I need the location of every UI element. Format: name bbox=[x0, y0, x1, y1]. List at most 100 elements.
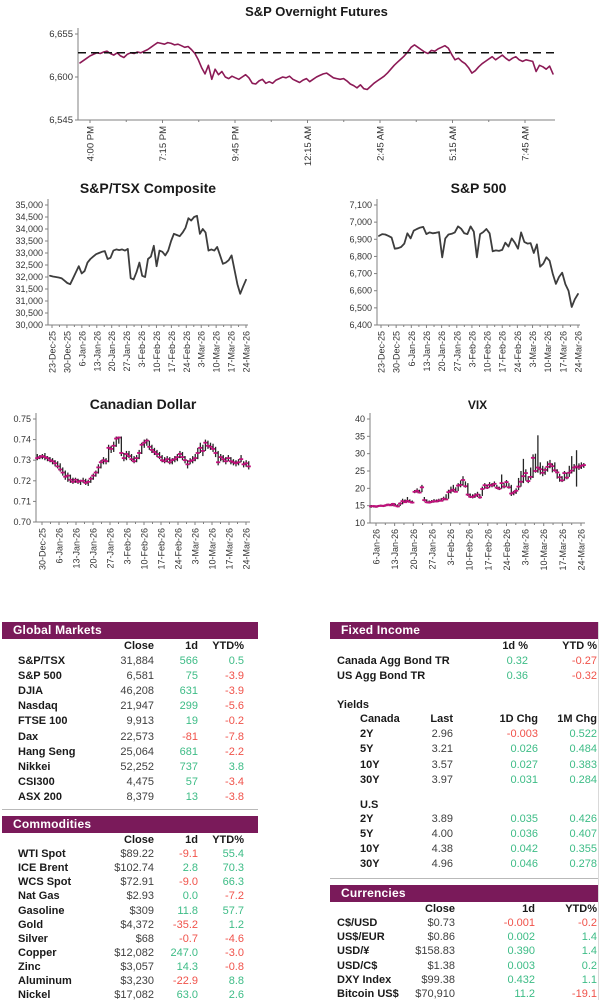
svg-text:12:15 AM: 12:15 AM bbox=[303, 126, 314, 166]
header-blank bbox=[18, 639, 102, 654]
header-close: Close bbox=[124, 640, 154, 652]
value-ytd: 55.4 bbox=[222, 848, 244, 861]
row-label: DXY Index bbox=[337, 973, 392, 986]
value-close: 9,913 bbox=[126, 715, 154, 728]
value-close: $102.74 bbox=[114, 862, 154, 875]
header-blank bbox=[337, 639, 457, 654]
svg-text:10-Feb-26: 10-Feb-26 bbox=[465, 529, 475, 571]
value-ytd: 8.8 bbox=[228, 974, 244, 987]
table-row: Nikkei 52,252 737 3.8 bbox=[2, 760, 258, 775]
value-ytd: -0.2 bbox=[578, 917, 597, 930]
fi-column-headers: 1d % YTD % bbox=[330, 639, 598, 654]
yield-row: 2Y 3.89 0.035 0.426 bbox=[330, 812, 598, 827]
table-row: US$/EUR $0.86 0.002 1.4 bbox=[330, 930, 598, 944]
value-ytd: 0.5 bbox=[228, 655, 244, 668]
header-blank bbox=[337, 902, 402, 916]
svg-text:10-Mar-26: 10-Mar-26 bbox=[212, 331, 222, 373]
tenor-label: 10Y bbox=[360, 758, 380, 771]
table-row: CSI300 4,475 57 -3.4 bbox=[2, 775, 258, 790]
value-1d: -22.9 bbox=[172, 974, 198, 987]
table-row: WCS Spot $72.91 -9.0 66.3 bbox=[2, 875, 258, 889]
value-1d-chg: 0.026 bbox=[510, 743, 538, 756]
value-ytd: -0.2 bbox=[225, 715, 244, 728]
value-1d: 0.432 bbox=[507, 973, 535, 986]
row-label: Dax bbox=[18, 730, 39, 743]
value-close: $17,082 bbox=[114, 989, 154, 1000]
row-label: Zinc bbox=[18, 960, 41, 973]
row-label: Nickel bbox=[18, 989, 51, 1000]
value-close: 22,573 bbox=[120, 730, 154, 743]
svg-text:3-Mar-26: 3-Mar-26 bbox=[191, 528, 201, 565]
value-last: 4.96 bbox=[431, 858, 453, 871]
header-last: Last bbox=[430, 713, 453, 726]
commodities-body: Close 1d YTD% WTI Spot $89.22 -9.1 55.4 ICE Bre… bbox=[2, 833, 258, 1000]
svg-text:6,600: 6,600 bbox=[349, 286, 372, 296]
sp-overnight-futures-chart: S&P Overnight Futures 6,545 6,600 6,655 4:00… bbox=[49, 4, 555, 166]
chart-row-fx-vol: Canadian Dollar 0.70 0.71 0.72 0.73 0.74 0.75 3… bbox=[0, 395, 600, 623]
value-close: 6,581 bbox=[126, 670, 154, 683]
value-ytd: 70.3 bbox=[222, 862, 244, 875]
svg-text:20-Jan-26: 20-Jan-26 bbox=[437, 331, 447, 372]
header-1d: 1d bbox=[185, 640, 198, 652]
column-headers: Close 1d YTD% bbox=[2, 639, 258, 654]
yield-row: 30Y 3.97 0.031 0.284 bbox=[330, 773, 598, 788]
svg-text:23-Dec-25: 23-Dec-25 bbox=[48, 331, 58, 373]
yields-label: Yields bbox=[337, 699, 369, 712]
svg-text:15: 15 bbox=[355, 501, 365, 511]
svg-text:33,000: 33,000 bbox=[15, 248, 43, 258]
svg-text:6,400: 6,400 bbox=[349, 320, 372, 330]
value-1d: 0.003 bbox=[507, 959, 535, 972]
svg-text:13-Jan-26: 13-Jan-26 bbox=[422, 331, 432, 372]
value-last: 3.97 bbox=[431, 773, 453, 786]
row-label: Copper bbox=[18, 946, 57, 959]
value-close: 52,252 bbox=[120, 760, 154, 773]
svg-text:3-Mar-26: 3-Mar-26 bbox=[521, 529, 531, 566]
svg-text:40: 40 bbox=[355, 414, 365, 424]
value-1d: 299 bbox=[179, 700, 198, 713]
value-ytd: -3.4 bbox=[225, 775, 244, 788]
table-row: Aluminum $3,230 -22.9 8.8 bbox=[2, 974, 258, 988]
value-close: $72.91 bbox=[120, 876, 154, 889]
value-1m-chg: 0.284 bbox=[569, 773, 597, 786]
svg-text:27-Jan-26: 27-Jan-26 bbox=[452, 331, 462, 372]
value-close: 31,884 bbox=[120, 655, 154, 668]
row-label: US$/EUR bbox=[337, 931, 385, 944]
currencies-body: Close 1d YTD% C$/USD $0.73 -0.001 -0.2 US$/EUR $… bbox=[330, 902, 598, 1000]
row-label: Nikkei bbox=[18, 760, 51, 773]
svg-text:17-Feb-26: 17-Feb-26 bbox=[157, 528, 167, 570]
row-label: C$/USD bbox=[337, 917, 378, 930]
svg-text:10-Feb-26: 10-Feb-26 bbox=[152, 331, 162, 373]
value-1d-chg: -0.003 bbox=[506, 728, 538, 741]
vix-chart: VIX 10 15 20 25 30 35 40 6-Jan-26 13-Jan-26 20-Jan… bbox=[355, 398, 587, 571]
currencies-header-bar: Currencies bbox=[330, 885, 598, 903]
header-canada: Canada bbox=[360, 713, 400, 726]
svg-text:20-Jan-26: 20-Jan-26 bbox=[409, 529, 419, 570]
value-close: $3,057 bbox=[120, 960, 154, 973]
value-close: $0.73 bbox=[427, 917, 455, 930]
value-ytd: -4.6 bbox=[225, 932, 244, 945]
value-ytd: -19.1 bbox=[571, 987, 597, 1000]
value-ytd: 2.6 bbox=[228, 989, 244, 1000]
table-row: Nickel $17,082 63.0 2.6 bbox=[2, 988, 258, 1000]
table-row: Copper $12,082 247.0 -3.0 bbox=[2, 946, 258, 960]
row-label: Nat Gas bbox=[18, 890, 60, 903]
table-row: FTSE 100 9,913 19 -0.2 bbox=[2, 714, 258, 729]
header-1d-pct: 1d % bbox=[502, 640, 528, 652]
bond-row: US Agg Bond TR 0.36 -0.32 bbox=[330, 669, 598, 684]
value-1d: 57 bbox=[185, 775, 198, 788]
global-markets-table: Global Markets Close 1d YTD% S&P/TSX 31,884 5… bbox=[2, 622, 258, 805]
svg-text:25: 25 bbox=[355, 466, 365, 476]
svg-text:2:45 AM: 2:45 AM bbox=[376, 126, 387, 161]
svg-text:3-Feb-26: 3-Feb-26 bbox=[137, 331, 147, 368]
row-label: DJIA bbox=[18, 685, 44, 698]
global-markets-body: Close 1d YTD% S&P/TSX 31,884 566 0.5 S&P 500 6,5… bbox=[2, 639, 258, 805]
svg-text:7,100: 7,100 bbox=[349, 200, 372, 210]
value-ytd: 1.4 bbox=[581, 945, 597, 958]
table-row: C$/USD $0.73 -0.001 -0.2 bbox=[330, 916, 598, 930]
table-row: DXY Index $99.38 0.432 1.1 bbox=[330, 973, 598, 987]
value-1d: 0.0 bbox=[182, 890, 198, 903]
svg-text:24-Feb-26: 24-Feb-26 bbox=[182, 331, 192, 373]
value-close: 21,947 bbox=[120, 700, 154, 713]
svg-text:32,500: 32,500 bbox=[15, 260, 43, 270]
